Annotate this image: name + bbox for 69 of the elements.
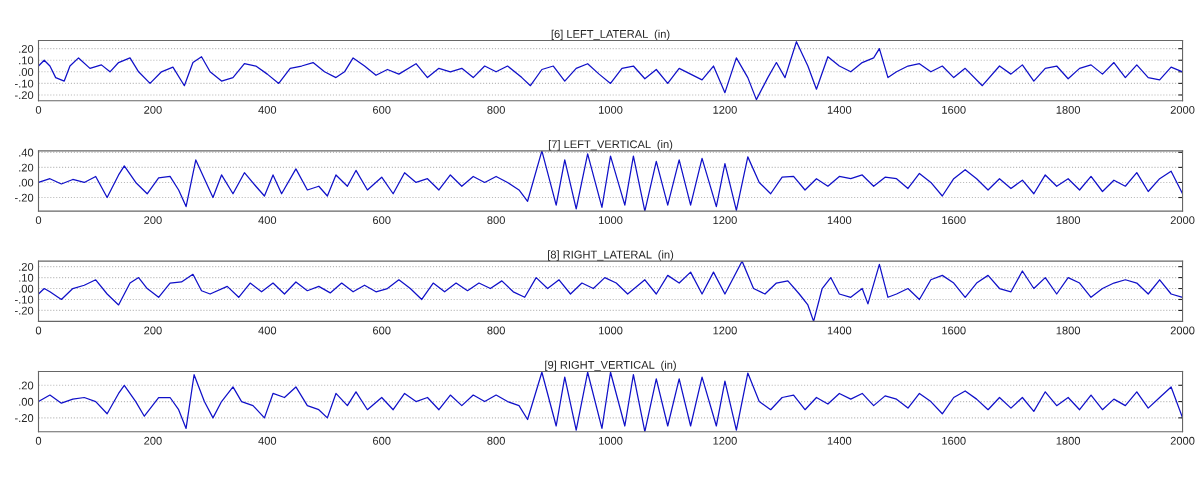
x-tick-label: 200 <box>144 105 162 114</box>
x-tick-label: 600 <box>373 216 391 225</box>
x-tick-label: 200 <box>144 326 162 335</box>
x-tick-label: 800 <box>487 105 505 114</box>
y-tick-label: -.20 <box>14 91 34 100</box>
y-tick-label: -.10 <box>14 79 34 88</box>
x-tick-label: 1000 <box>599 105 623 114</box>
x-tick-label: 1600 <box>942 326 966 335</box>
x-tick-label: 0 <box>35 216 42 225</box>
chart-title: [9] RIGHT_VERTICAL (in) <box>545 360 676 371</box>
x-tick-label: 400 <box>258 105 277 114</box>
x-tick-label: 800 <box>487 436 505 445</box>
y-tick-label: .00 <box>19 68 34 76</box>
y-tick-label: .20 <box>19 163 34 172</box>
x-tick-label: 1400 <box>827 105 852 114</box>
y-tick-label: -.10 <box>14 295 34 304</box>
y-tick-label: -.20 <box>14 414 34 422</box>
x-tick-label: 1800 <box>1056 105 1081 114</box>
chart-title: [7] LEFT_VERTICAL (in) <box>548 140 673 151</box>
y-tick-label: .20 <box>19 381 34 390</box>
x-tick-label: 1600 <box>942 436 966 445</box>
x-tick-label: 600 <box>373 105 391 114</box>
x-tick-label: 1200 <box>713 216 737 225</box>
x-tick-label: 1800 <box>1056 216 1081 225</box>
x-tick-label: 1200 <box>713 105 737 114</box>
y-tick-label: .00 <box>19 397 34 406</box>
x-tick-label: 2000 <box>1170 326 1195 335</box>
x-tick-label: 0 <box>35 436 42 445</box>
x-tick-label: 1600 <box>942 105 966 114</box>
x-tick-label: 1800 <box>1056 326 1081 335</box>
y-tick-label: .10 <box>19 56 34 65</box>
chart-title: [8] RIGHT_LATERAL (in) <box>548 250 674 261</box>
y-tick-label: .20 <box>19 44 34 53</box>
x-tick-label: 2000 <box>1170 216 1195 225</box>
x-tick-label: 2000 <box>1170 105 1195 114</box>
x-tick-label: 1800 <box>1056 436 1081 445</box>
x-tick-label: 1400 <box>827 436 852 445</box>
x-tick-label: 1200 <box>713 326 737 335</box>
x-tick-label: 0 <box>35 105 42 114</box>
x-tick-label: 400 <box>258 326 277 335</box>
x-tick-label: 1600 <box>942 216 966 225</box>
x-tick-label: 1400 <box>827 326 852 335</box>
y-tick-label: .10 <box>19 273 34 282</box>
x-tick-label: 1400 <box>827 216 852 225</box>
y-tick-label: .00 <box>19 284 34 293</box>
x-tick-label: 400 <box>258 216 277 225</box>
line-series <box>38 261 1183 322</box>
x-tick-label: 0 <box>35 326 42 335</box>
x-tick-label: 200 <box>144 436 162 445</box>
line-series <box>38 41 1183 101</box>
x-tick-label: 200 <box>144 216 162 225</box>
x-tick-label: 600 <box>373 326 391 335</box>
y-tick-label: -.20 <box>14 193 34 202</box>
x-tick-label: 1000 <box>599 326 623 335</box>
x-tick-label: 1200 <box>713 436 737 445</box>
y-tick-label: -.20 <box>14 306 34 315</box>
x-tick-label: 400 <box>258 436 277 445</box>
chart-title: [6] LEFT_LATERAL (in) <box>551 29 670 41</box>
y-tick-label: .20 <box>19 262 34 271</box>
x-tick-label: 2000 <box>1170 436 1195 445</box>
x-tick-label: 1000 <box>599 436 623 445</box>
x-tick-label: 800 <box>487 326 505 335</box>
y-tick-label: .00 <box>19 178 34 187</box>
line-series <box>38 371 1183 432</box>
y-tick-label: .40 <box>19 148 34 157</box>
line-series <box>38 150 1183 212</box>
x-tick-label: 800 <box>487 216 505 225</box>
x-tick-label: 600 <box>373 436 391 445</box>
x-tick-label: 1000 <box>599 216 623 225</box>
